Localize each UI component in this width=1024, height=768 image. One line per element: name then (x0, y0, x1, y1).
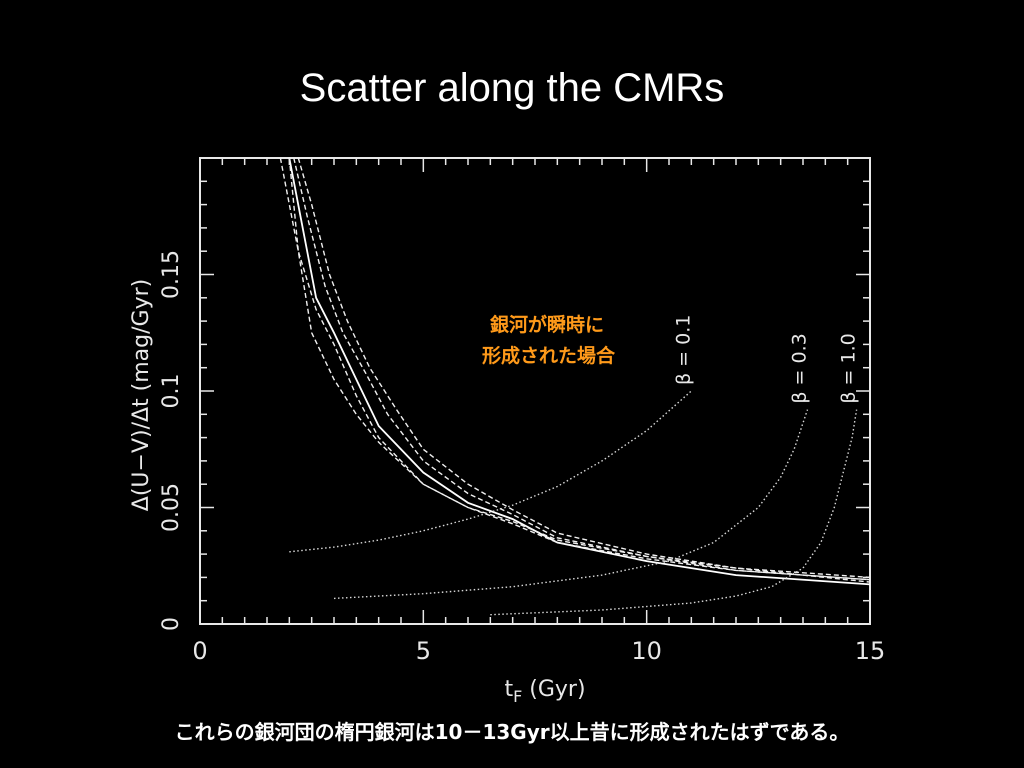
series-line-dotted (289, 390, 692, 553)
series-label: β = 0.1 (672, 315, 694, 385)
x-axis-label-subscript: F (513, 687, 522, 706)
axis-ticks (199, 157, 871, 625)
plot-frame (199, 157, 871, 625)
slide-caption: これらの銀河団の楕円銀河は10－13Gyr以上昔に形成されたはずである。 (174, 720, 850, 744)
series-line-dotted (490, 409, 858, 616)
series-line-dashed (297, 157, 871, 583)
x-tick-label: 0 (192, 637, 207, 665)
y-axis-label: Δ(U−V)/Δt (mag/Gyr) (129, 279, 154, 511)
x-axis-label: tF (Gyr) (504, 677, 585, 706)
x-tick-label: 10 (631, 637, 662, 665)
series-labels: β = 0.1 β = 0.3 β = 1.0 (672, 315, 859, 404)
y-tick-label: 0.1 (159, 374, 184, 409)
slide-title: Scatter along the CMRs (299, 66, 725, 110)
annotation-line-2: 形成された場合 (482, 344, 616, 367)
y-tick-label: 0.15 (159, 250, 184, 299)
series-line-dashed (279, 157, 871, 581)
y-tick-label: 0.05 (159, 483, 184, 532)
series-line-dashed (288, 157, 871, 581)
annotation-line-1: 銀河が瞬時に (490, 313, 604, 336)
series-line-dashed (293, 157, 871, 579)
series-line-solid (288, 157, 871, 586)
series-label: β = 1.0 (838, 333, 860, 403)
y-tick-label: 0 (159, 617, 184, 631)
series-layer (279, 157, 871, 616)
x-tick-label: 15 (855, 637, 886, 665)
x-axis-label-unit: (Gyr) (529, 677, 585, 702)
tick-labels: 0 5 10 15 0 0.05 0.1 0.15 (159, 250, 885, 665)
series-label: β = 0.3 (788, 333, 810, 403)
x-tick-label: 5 (416, 637, 431, 665)
x-axis-label-main: t (504, 677, 513, 702)
chart: 0 5 10 15 0 0.05 0.1 0.15 β = 0.1 β = 0.3 β = 1.0… (129, 157, 885, 706)
